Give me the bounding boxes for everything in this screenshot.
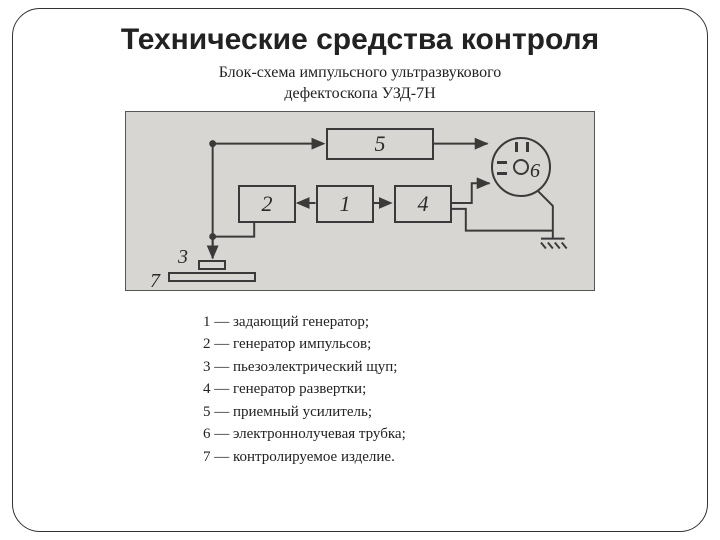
slide-frame: Технические средства контроля Блок-схема… xyxy=(12,8,708,532)
crt-plate-v1 xyxy=(497,161,507,164)
block-2: 2 xyxy=(238,185,296,223)
label-3: 3 xyxy=(178,246,188,269)
block-5-label: 5 xyxy=(375,131,386,157)
specimen xyxy=(168,272,256,282)
crt-plate-v2 xyxy=(497,172,507,175)
legend-7: 7 — контролируемое изделие. xyxy=(203,446,707,469)
block-diagram: 5 2 1 4 6 3 7 xyxy=(125,111,595,291)
legend-5: 5 — приемный усилитель; xyxy=(203,401,707,424)
subtitle-line2: дефектоскопа УЗД-7Н xyxy=(284,85,435,102)
legend-3: 3 — пьезоэлектрический щуп; xyxy=(203,356,707,379)
crt-tube xyxy=(491,137,551,197)
probe xyxy=(198,260,226,270)
block-2-label: 2 xyxy=(262,191,273,217)
block-1-label: 1 xyxy=(340,191,351,217)
block-4-label: 4 xyxy=(418,191,429,217)
legend-1: 1 — задающий генератор; xyxy=(203,311,707,334)
page-title: Технические средства контроля xyxy=(13,23,707,57)
block-1: 1 xyxy=(316,185,374,223)
block-4: 4 xyxy=(394,185,452,223)
legend: 1 — задающий генератор; 2 — генератор им… xyxy=(203,311,707,469)
crt-screen-icon xyxy=(513,159,529,175)
label-7: 7 xyxy=(150,270,160,293)
page-subtitle: Блок-схема импульсного ультразвукового д… xyxy=(13,63,707,105)
subtitle-line1: Блок-схема импульсного ультразвукового xyxy=(219,64,502,81)
crt-plate-h2 xyxy=(526,142,529,152)
block-5: 5 xyxy=(326,128,434,160)
legend-2: 2 — генератор импульсов; xyxy=(203,333,707,356)
crt-plate-h1 xyxy=(515,142,518,152)
legend-4: 4 — генератор развертки; xyxy=(203,378,707,401)
label-6: 6 xyxy=(530,160,540,183)
legend-6: 6 — электроннолучевая трубка; xyxy=(203,423,707,446)
